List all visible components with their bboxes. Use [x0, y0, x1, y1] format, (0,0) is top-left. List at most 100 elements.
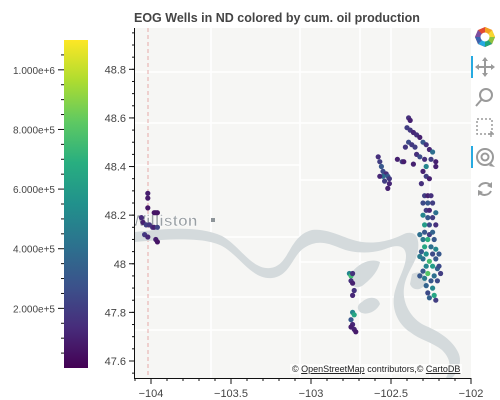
well-point: [417, 154, 423, 160]
well-point: [422, 222, 428, 228]
well-point: [431, 292, 437, 298]
well-point: [423, 283, 429, 289]
well-point: [350, 270, 356, 277]
well-point: [433, 163, 439, 170]
box-zoom-tool-icon[interactable]: [474, 116, 496, 138]
well-point: [428, 244, 434, 250]
reset-tool-icon[interactable]: [474, 178, 496, 200]
well-point: [423, 263, 429, 269]
well-point: [417, 273, 423, 279]
well-point: [420, 212, 426, 218]
well-points: [138, 115, 444, 335]
well-point: [353, 329, 359, 335]
well-point: [154, 239, 160, 245]
lake-arm: [350, 260, 380, 288]
well-point: [425, 236, 431, 243]
well-point: [433, 297, 439, 303]
attribution-osm-link[interactable]: OpenStreetMap: [301, 364, 365, 374]
y-tick-label: 47.6: [105, 356, 126, 368]
well-point: [420, 236, 426, 243]
well-point: [420, 268, 426, 274]
well-point: [433, 159, 439, 165]
well-point: [430, 251, 436, 257]
well-point: [425, 215, 431, 221]
well-point: [430, 263, 436, 269]
well-point: [417, 253, 423, 260]
colorbar-tick-label: 4.000e+5: [13, 245, 55, 256]
well-point: [412, 144, 418, 150]
well-point: [430, 149, 436, 155]
well-point: [430, 285, 436, 291]
well-point: [426, 222, 432, 228]
attribution-prefix: ©: [292, 364, 302, 374]
colorbar-axis: 2.000e+5 4.000e+5 6.000e+5 8.000e+5 1.000e+6: [13, 54, 64, 354]
well-point: [377, 173, 383, 179]
well-point: [425, 270, 431, 277]
pan-tool-icon[interactable]: [471, 56, 496, 78]
bokeh-logo-icon[interactable]: [474, 26, 496, 48]
well-point: [426, 176, 432, 182]
well-point: [436, 251, 442, 257]
well-point: [350, 292, 356, 298]
well-point: [351, 312, 357, 318]
x-tick-label: −103.5: [214, 388, 248, 400]
well-point: [410, 161, 416, 167]
colorbar-tick-label: 8.000e+5: [13, 125, 55, 136]
well-point: [420, 168, 426, 174]
well-point: [423, 251, 429, 257]
x-tick-label: −102.5: [374, 388, 408, 400]
wheel-pan-tool-icon[interactable]: [471, 146, 496, 168]
well-point: [436, 263, 442, 269]
well-point: [154, 224, 160, 230]
well-point: [386, 181, 392, 187]
well-point: [418, 181, 424, 187]
well-point: [378, 163, 384, 170]
y-tick-label: 48.4: [105, 162, 126, 174]
lake-arm-2: [357, 297, 380, 314]
x-tick-label: −102: [459, 388, 484, 400]
well-point: [430, 229, 436, 235]
attribution-carto-link[interactable]: CartoDB: [425, 364, 461, 374]
colorbar-tick-label: 2.000e+5: [13, 304, 55, 315]
x-tick-label: −103: [299, 388, 324, 400]
well-point: [433, 246, 439, 252]
well-point: [382, 178, 388, 184]
chart-title: EOG Wells in ND colored by cum. oil prod…: [134, 11, 420, 25]
wheel-zoom-tool-icon[interactable]: [474, 86, 496, 108]
well-point: [417, 232, 423, 238]
well-point: [425, 200, 431, 206]
well-point: [426, 295, 432, 301]
well-point: [438, 270, 444, 277]
x-axis: −104 −103.5 −103 −102.5 −102: [134, 378, 484, 400]
well-point: [145, 205, 151, 211]
well-point: [394, 156, 400, 162]
well-point: [422, 156, 428, 162]
well-point: [423, 142, 429, 148]
well-point: [430, 200, 436, 206]
y-tick-label: 48: [114, 259, 126, 271]
well-point: [418, 249, 424, 255]
map-attribution: © OpenStreetMap contributors,© CartoDB: [290, 364, 463, 374]
well-point: [348, 317, 354, 323]
well-point: [407, 117, 413, 123]
well-point: [417, 134, 423, 140]
well-point: [431, 236, 437, 243]
well-point: [145, 195, 151, 201]
colorbar-tick-label: 1.000e+6: [13, 66, 55, 77]
colorbar-tick-label: 6.000e+5: [13, 185, 55, 196]
well-point: [426, 207, 432, 213]
well-point: [428, 156, 434, 162]
well-point: [423, 163, 429, 170]
well-point: [420, 200, 426, 206]
well-point: [351, 287, 357, 294]
well-point: [433, 256, 439, 262]
well-point: [350, 280, 356, 286]
y-tick-label: 47.8: [105, 307, 126, 319]
well-point: [422, 244, 428, 250]
well-point: [433, 222, 439, 228]
y-tick-label: 48.6: [105, 113, 126, 125]
y-tick-label: 48.8: [105, 64, 126, 76]
well-point: [433, 210, 439, 216]
well-point: [154, 210, 160, 216]
